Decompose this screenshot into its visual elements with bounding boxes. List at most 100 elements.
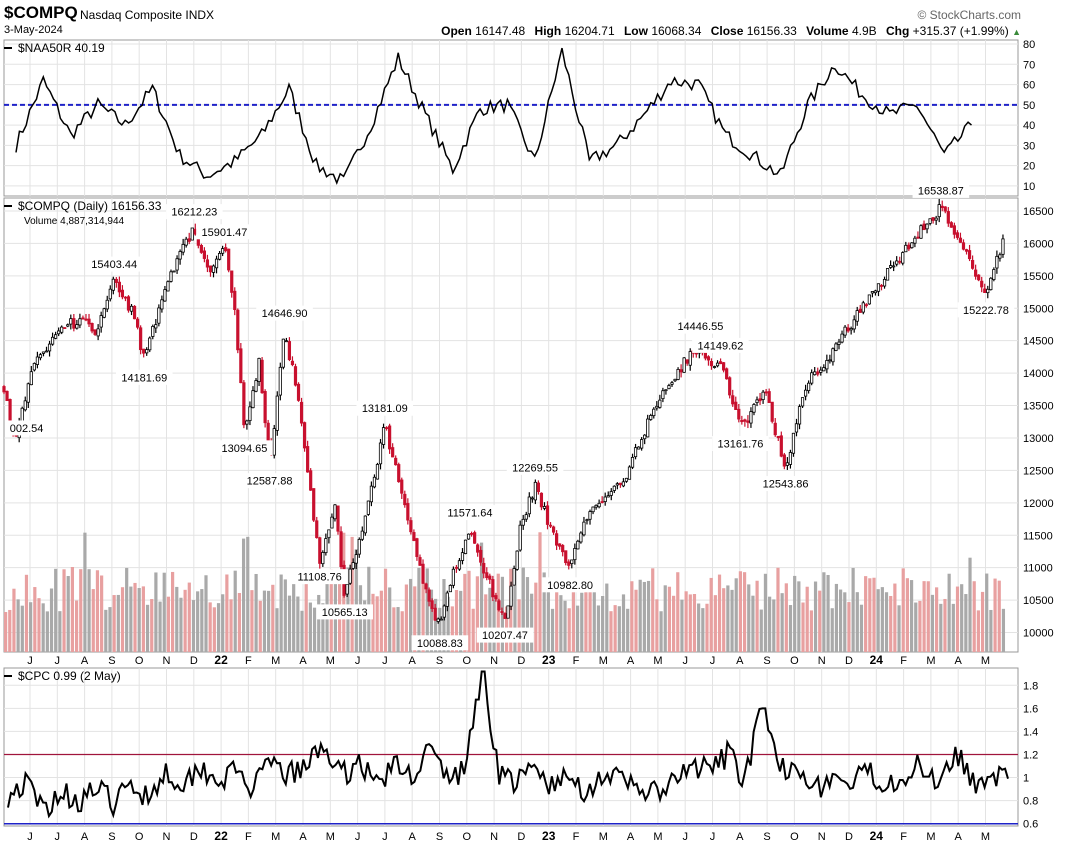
candle-body (457, 560, 462, 570)
volume-bar (826, 574, 830, 652)
x-tick-label: A (409, 655, 417, 667)
volume-bar (37, 598, 41, 652)
volume-bar (964, 594, 968, 652)
candle-body (381, 427, 386, 445)
candle-body (755, 399, 759, 403)
chg-value: +315.37 (+1.99%) (912, 24, 1009, 38)
volume-bar (454, 590, 459, 652)
volume-bar (375, 596, 379, 652)
candle-body (263, 391, 267, 424)
low-value: 16068.34 (651, 24, 702, 38)
volume-bar (951, 603, 955, 652)
y-tick-label: 70 (1023, 59, 1035, 71)
volume-bar (471, 608, 475, 652)
volume-bar (592, 579, 596, 652)
candle-body (433, 607, 437, 621)
candle-body (952, 225, 956, 235)
y-tick-label: 20 (1023, 161, 1035, 173)
volume-bar (104, 609, 108, 652)
candle-body (597, 502, 601, 508)
y-tick-label: 10 (1023, 181, 1035, 193)
x-tick-label: J (27, 831, 33, 843)
volume-bar (513, 570, 517, 652)
candle-body (530, 497, 534, 500)
y-tick-label: 13500 (1023, 401, 1054, 413)
candle-body (640, 439, 644, 449)
watermark: © StockCharts.com (917, 8, 1021, 22)
volume-bar (914, 602, 918, 652)
x-tick-label: A (736, 831, 744, 843)
volume-bar (137, 588, 141, 652)
x-tick-label: S (763, 831, 770, 843)
candle-body (864, 304, 868, 307)
volume-label: Volume (806, 24, 849, 38)
y-tick-label: 30 (1023, 140, 1035, 152)
annotation-bg (216, 440, 273, 456)
x-tick-label: M (271, 655, 280, 667)
price-annotation: 12269.55 (512, 462, 558, 474)
candle-body (233, 290, 237, 310)
volume-bar (772, 599, 776, 652)
y-tick-label: 12500 (1023, 465, 1054, 477)
candle-body (369, 485, 374, 503)
volume-bar (312, 607, 317, 652)
volume-bar (580, 592, 584, 652)
volume-bar (233, 570, 237, 652)
volume-bar (955, 586, 960, 652)
candle-body (633, 447, 638, 458)
candle-body (813, 371, 817, 376)
candle-body (706, 356, 711, 361)
volume-bar (304, 575, 308, 652)
y-tick-label: 1 (1023, 773, 1029, 785)
volume-bar (989, 609, 993, 652)
volume-bar (404, 584, 408, 652)
volume-bar (459, 590, 463, 652)
candle-body (427, 589, 431, 602)
annotation-bg (115, 369, 173, 385)
candle-body (843, 326, 847, 336)
candle-body (740, 419, 744, 423)
candle-body (524, 514, 528, 520)
candle-body (202, 250, 206, 259)
y-tick-label: 11000 (1023, 563, 1053, 575)
candle-body (145, 349, 149, 354)
price-annotation: 10565.13 (322, 607, 368, 619)
volume-bar (225, 574, 229, 652)
candle-body (637, 446, 641, 450)
volume-bar (855, 592, 859, 652)
volume-bar (763, 573, 768, 652)
candle-body (980, 280, 984, 288)
candle-body (992, 269, 996, 280)
x-tick-label: F (245, 831, 252, 843)
volume-bar (525, 577, 530, 652)
candle-body (898, 260, 902, 263)
candle-body (934, 217, 938, 221)
volume-bar (809, 610, 813, 652)
candle-body (564, 550, 568, 564)
candle-body (309, 470, 313, 491)
y-tick-label: 0.6 (1023, 819, 1038, 831)
volume-bar (258, 600, 262, 652)
candle-body (807, 382, 811, 391)
candle-body (482, 562, 486, 574)
x-tick-label: A (627, 831, 635, 843)
x-tick-label: O (463, 831, 472, 843)
candle-body (882, 278, 887, 287)
x-tick-label: J (682, 831, 688, 843)
volume-bar (125, 567, 129, 652)
panel-frame (3, 39, 1019, 197)
candle-body (84, 318, 88, 321)
y-tick-label: 13000 (1023, 433, 1054, 445)
candle-body (603, 496, 607, 503)
annotation-bg (316, 604, 373, 620)
candle-body (111, 278, 115, 291)
volume-bar (267, 590, 271, 652)
candle-body (348, 568, 352, 584)
x-tick-label: 24 (870, 829, 884, 843)
candle-body (172, 270, 176, 273)
volume-bar (960, 584, 964, 652)
volume-bar (120, 587, 125, 652)
volume-bar (918, 600, 922, 652)
volume-bar (688, 594, 692, 652)
candle-body (239, 348, 243, 384)
